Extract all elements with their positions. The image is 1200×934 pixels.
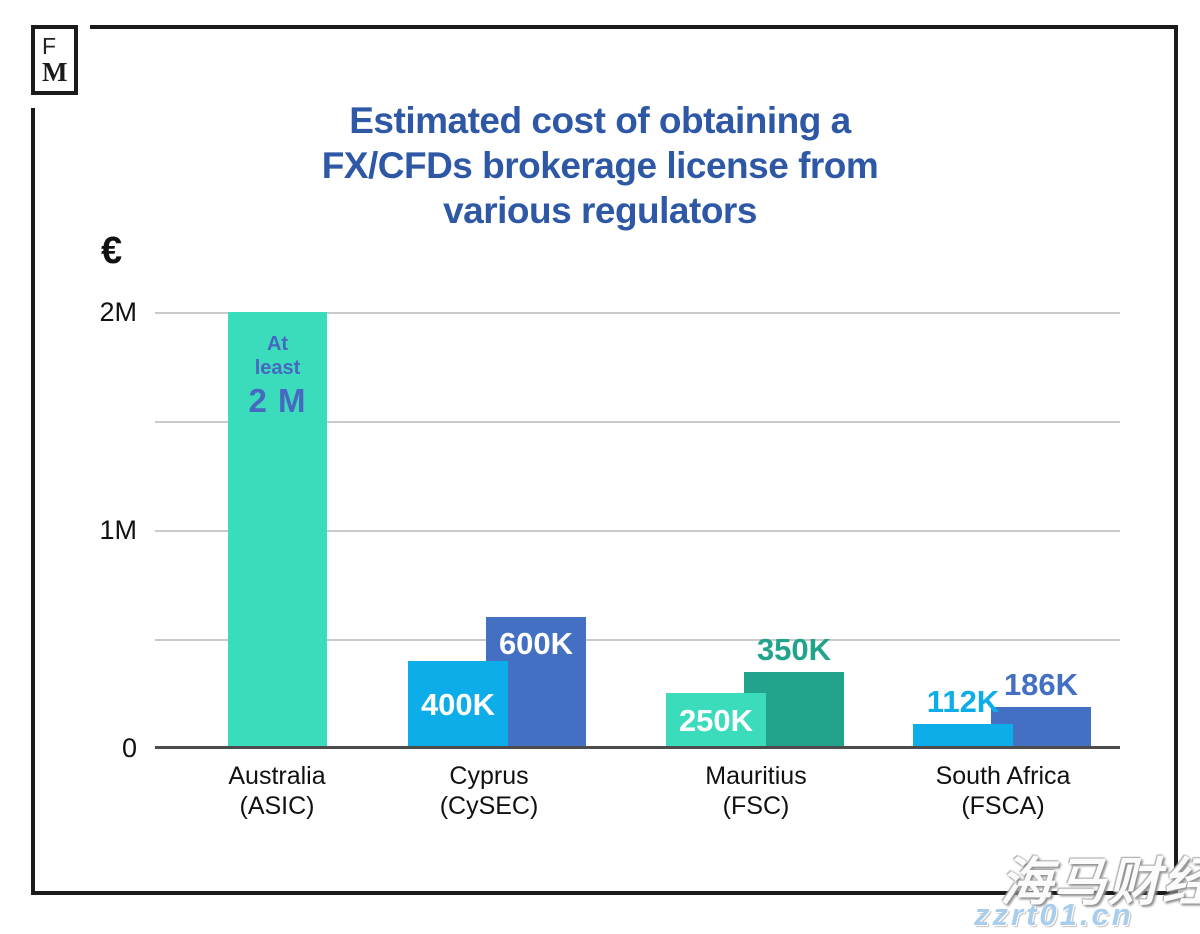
chart-title: Estimated cost of obtaining a FX/CFDs br… <box>0 98 1200 233</box>
watermark-url: zzrt01.cn <box>974 897 1134 932</box>
gridline-0-5m <box>155 639 1120 641</box>
gridline-2m <box>155 312 1120 314</box>
gridline-1m <box>155 530 1120 532</box>
bar-value-label-above: 112K <box>926 684 1000 719</box>
regulator-name: (CySEC) <box>439 792 539 820</box>
bar-south-africa-112k <box>913 724 1013 748</box>
bar-annotation: At least <box>254 333 301 379</box>
title-line-1: Estimated cost of obtaining a <box>349 100 851 141</box>
bar-value-label-above: 350K <box>756 632 832 667</box>
ytick-2m: 2M <box>99 297 137 327</box>
logo-letter-m: M <box>42 57 68 87</box>
category-name: Australia <box>228 762 326 790</box>
currency-symbol: € <box>101 230 123 272</box>
category-label-mauritius: Mauritius (FSC) <box>636 761 876 821</box>
category-label-australia: Australia (ASIC) <box>157 761 397 821</box>
chart-frame <box>31 25 1178 895</box>
regulator-name: (FSC) <box>722 792 790 820</box>
bar-cyprus-400k: 400K <box>408 661 508 748</box>
gridline-1-5m <box>155 421 1120 423</box>
bar-australia-2m: At least 2 M <box>228 312 327 748</box>
bar-value-label-above: 186K <box>1003 667 1079 702</box>
ytick-0: 0 <box>121 733 137 763</box>
regulator-name: (FSCA) <box>961 792 1045 820</box>
x-axis-line <box>155 746 1120 749</box>
bar-value-label: 600K <box>498 626 574 661</box>
category-name: Mauritius <box>705 762 807 790</box>
category-name: South Africa <box>935 762 1071 790</box>
plot-area: At least 2 M 400K 600K 250K 350K 112K 186K <box>155 312 1120 748</box>
category-label-south-africa: South Africa (FSCA) <box>883 761 1123 821</box>
watermark-cn-text: 海马财经 <box>1000 853 1200 913</box>
bar-value-label: 2 M <box>248 382 307 419</box>
fm-logo: F M <box>31 25 78 95</box>
bar-value-label: 400K <box>420 686 496 722</box>
regulator-name: (ASIC) <box>239 792 315 820</box>
ytick-1m: 1M <box>99 515 137 545</box>
title-line-2: FX/CFDs brokerage license from <box>321 145 879 186</box>
bar-mauritius-250k: 250K <box>666 693 766 748</box>
title-line-3: various regulators <box>443 190 757 231</box>
category-label-cyprus: Cyprus (CySEC) <box>369 761 609 821</box>
category-name: Cyprus <box>449 762 529 790</box>
logo-letter-f: F <box>42 33 57 59</box>
bar-value-label: 250K <box>678 702 754 738</box>
